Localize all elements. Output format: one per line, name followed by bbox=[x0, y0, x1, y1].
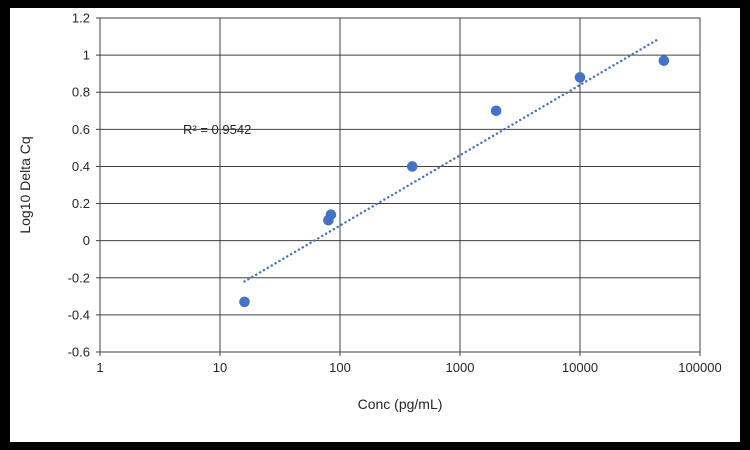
y-tick-label: 1.2 bbox=[72, 11, 90, 26]
y-tick-label: -0.6 bbox=[68, 345, 90, 360]
r-squared-annotation: R² = 0.9542 bbox=[183, 122, 251, 137]
x-tick-label: 1000 bbox=[446, 360, 475, 375]
x-tick-label: 100000 bbox=[678, 360, 721, 375]
y-axis-title: Log10 Delta Cq bbox=[17, 136, 33, 233]
trendline bbox=[243, 37, 661, 283]
y-tick-label: 0 bbox=[83, 233, 90, 248]
data-point bbox=[658, 55, 670, 66]
x-tick-label: 10 bbox=[213, 360, 227, 375]
chart-background bbox=[10, 8, 740, 442]
data-point bbox=[490, 105, 502, 117]
y-tick-label: -0.4 bbox=[68, 307, 90, 322]
x-tick-label: 1 bbox=[96, 360, 103, 375]
y-tick-label: 0.4 bbox=[72, 159, 90, 174]
data-point bbox=[325, 209, 337, 220]
x-tick-label: 100 bbox=[329, 360, 351, 375]
data-point bbox=[406, 161, 418, 172]
data-point bbox=[574, 72, 586, 83]
y-tick-label: 1 bbox=[83, 48, 90, 63]
data-point bbox=[239, 296, 250, 308]
y-tick-label: 0.8 bbox=[72, 85, 90, 100]
x-axis-title: Conc (pg/mL) bbox=[358, 396, 443, 412]
y-tick-label: 0.6 bbox=[72, 122, 90, 137]
plot-border bbox=[99, 17, 701, 353]
x-tick-label: 10000 bbox=[562, 360, 598, 375]
y-tick-label: 0.2 bbox=[72, 196, 90, 211]
y-tick-label: -0.2 bbox=[68, 270, 90, 285]
